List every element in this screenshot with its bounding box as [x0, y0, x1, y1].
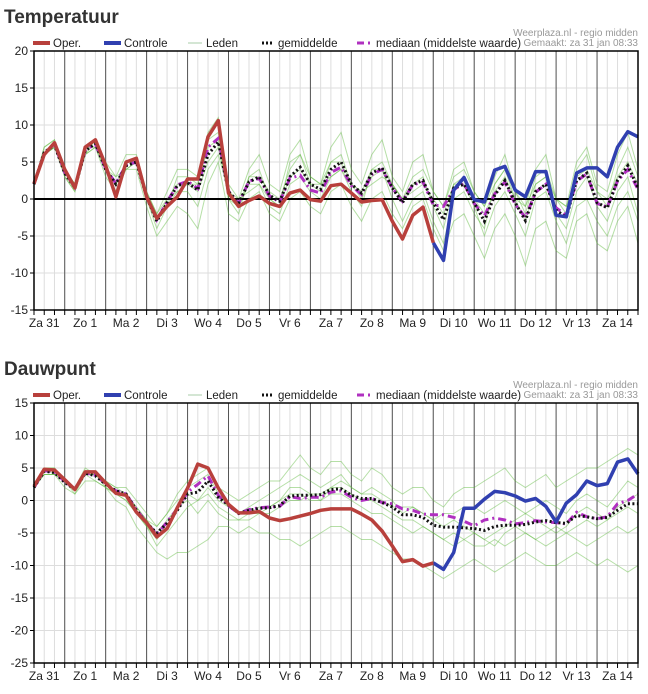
y-tick-label: -10: [11, 266, 29, 280]
legend-label-gemiddelde: gemiddelde: [278, 38, 337, 50]
x-tick-label: Zo 8: [360, 669, 384, 683]
source-label: Weerplaza.nl - regio midden: [513, 380, 638, 391]
control-line: [432, 457, 640, 572]
y-tick-label: 10: [15, 118, 29, 132]
y-tick-label: -25: [11, 656, 29, 670]
x-tick-label: Di 10: [440, 669, 468, 683]
x-tick-label: Za 7: [319, 669, 343, 683]
x-tick-label: Za 31: [29, 316, 60, 330]
legend-label-mediaan: mediaan (middelste waarde): [376, 390, 521, 402]
x-tick-label: Za 7: [319, 316, 343, 330]
source-label: Weerplaza.nl - regio midden: [513, 28, 638, 39]
y-tick-label: -20: [11, 624, 29, 638]
member-line-2: [33, 146, 639, 268]
grid: [33, 402, 639, 664]
y-tick-label: 5: [21, 155, 28, 169]
y-tick-label: -10: [11, 559, 29, 573]
created-label: Gemaakt: za 31 jan 08:33: [523, 38, 638, 49]
legend: Oper. Controle Leden gemiddelde mediaan (mid…: [33, 38, 521, 50]
legend-label-controle: Controle: [124, 390, 167, 402]
median-line: [32, 468, 639, 537]
legend-label-leden: Leden: [206, 38, 238, 50]
x-tick-label: Zo 8: [360, 316, 384, 330]
y-tick-label: -5: [17, 229, 28, 243]
x-tick-label: Vr 6: [279, 316, 301, 330]
x-tick-label: Vr 6: [279, 669, 301, 683]
member-line-3: [33, 467, 639, 541]
x-tick-label: Za 31: [29, 669, 60, 683]
x-tick-label: Wo 4: [194, 316, 222, 330]
legend-label-controle: Controle: [124, 38, 167, 50]
x-tick-label: Ma 2: [113, 316, 140, 330]
x-tick-label: Wo 4: [194, 669, 222, 683]
y-tick-label: 20: [15, 44, 29, 58]
y-tick-label: 5: [21, 461, 28, 475]
x-tick-label: Zo 1: [73, 316, 97, 330]
y-tick-label: 0: [21, 192, 28, 206]
x-tick-label: Ma 9: [399, 316, 426, 330]
member-line-2: [33, 474, 639, 580]
y-tick-label: -5: [17, 526, 28, 540]
x-tick-label: Ma 2: [113, 669, 140, 683]
dewpoint-panel: Dauwpunt Oper. Controle Leden gemiddelde medi…: [4, 359, 640, 683]
x-tick-label: Do 5: [236, 669, 262, 683]
x-tick-label: Di 3: [156, 316, 178, 330]
x-tick-label: Ma 9: [399, 669, 426, 683]
y-tick-label: -15: [11, 303, 29, 317]
chart-title: Dauwpunt: [4, 359, 96, 380]
x-tick-label: Do 5: [236, 316, 262, 330]
operational-line: [32, 118, 435, 244]
x-tick-label: Wo 11: [478, 669, 512, 683]
x-tick-label: Do 12: [520, 669, 552, 683]
temperature-panel: Temperatuur Oper. Controle Leden gemiddelde m…: [4, 7, 640, 330]
mean-line: [32, 469, 638, 536]
member-line-1: [33, 447, 639, 528]
series: [32, 447, 640, 580]
mean-line: [32, 138, 640, 225]
x-tick-label: Za 14: [602, 316, 633, 330]
x-tick-label: Za 14: [602, 669, 633, 683]
x-tick-label: Di 3: [156, 669, 178, 683]
x-tick-label: Vr 13: [562, 316, 591, 330]
legend-label-gemiddelde: gemiddelde: [278, 390, 337, 402]
y-tick-label: 10: [15, 429, 29, 443]
y-tick-label: 0: [21, 494, 28, 508]
x-tick-label: Di 10: [440, 316, 468, 330]
chart-title: Temperatuur: [4, 7, 119, 28]
x-tick-label: Vr 13: [562, 669, 591, 683]
series: [32, 116, 640, 268]
created-label: Gemaakt: za 31 jan 08:33: [523, 390, 638, 401]
y-tick-label: -15: [11, 591, 29, 605]
y-tick-label: 15: [15, 81, 29, 95]
control-line: [431, 129, 639, 263]
legend-label-mediaan: mediaan (middelste waarde): [376, 38, 521, 50]
legend: Oper. Controle Leden gemiddelde mediaan (mid…: [33, 390, 521, 402]
y-tick-label: 15: [15, 396, 29, 410]
x-tick-label: Wo 11: [478, 316, 512, 330]
legend-label-oper: Oper.: [53, 390, 81, 402]
member-line-1: [33, 116, 639, 215]
x-tick-label: Zo 1: [73, 669, 97, 683]
operational-line: [32, 462, 434, 568]
plot-frame: [33, 50, 639, 311]
legend-label-leden: Leden: [206, 390, 238, 402]
member-line-3: [33, 138, 639, 245]
legend-label-oper: Oper.: [53, 38, 81, 50]
x-tick-label: Do 12: [520, 316, 552, 330]
